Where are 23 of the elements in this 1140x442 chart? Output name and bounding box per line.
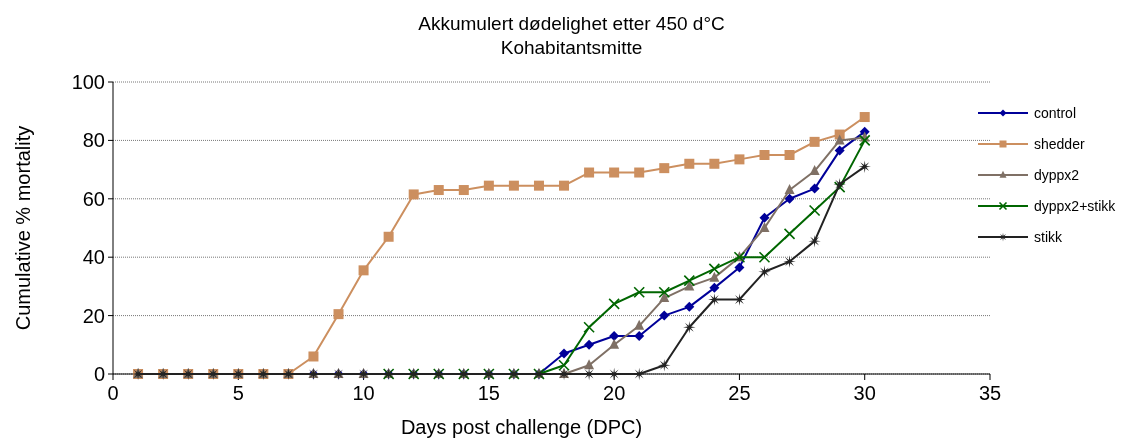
y-tick-label: 20	[82, 304, 105, 327]
y-tick-label: 60	[82, 187, 105, 210]
y-tick-label: 100	[71, 71, 105, 93]
legend-label: shedder	[1034, 135, 1085, 152]
x-tick-label: 15	[477, 382, 500, 404]
x-tick-label: 35	[978, 382, 1002, 404]
y-tick-label: 0	[93, 363, 105, 385]
x-tick-label: 25	[728, 382, 751, 404]
x-axis-title: Days post challenge (DPC)	[400, 416, 643, 438]
x-tick-label: 5	[232, 382, 244, 404]
x-tick-label: 0	[107, 382, 119, 404]
legend-label: stikk	[1034, 228, 1063, 245]
legend-label: dyppx2	[1034, 166, 1080, 183]
x-tick-label: 30	[853, 382, 876, 404]
x-tick-label: 20	[603, 382, 626, 404]
legend-label: control	[1034, 104, 1077, 121]
y-tick-label: 80	[82, 129, 105, 152]
chart-title: Akkumulert dødelighet etter 450 d°C	[418, 13, 725, 34]
y-tick-label: 40	[82, 246, 105, 269]
chart-subtitle: Kohabitantsmitte	[500, 37, 643, 58]
x-tick-label: 10	[352, 382, 375, 404]
legend-label: dyppx2+stikk	[1034, 197, 1117, 214]
y-axis-title: Cumulative % mortality	[12, 125, 34, 331]
